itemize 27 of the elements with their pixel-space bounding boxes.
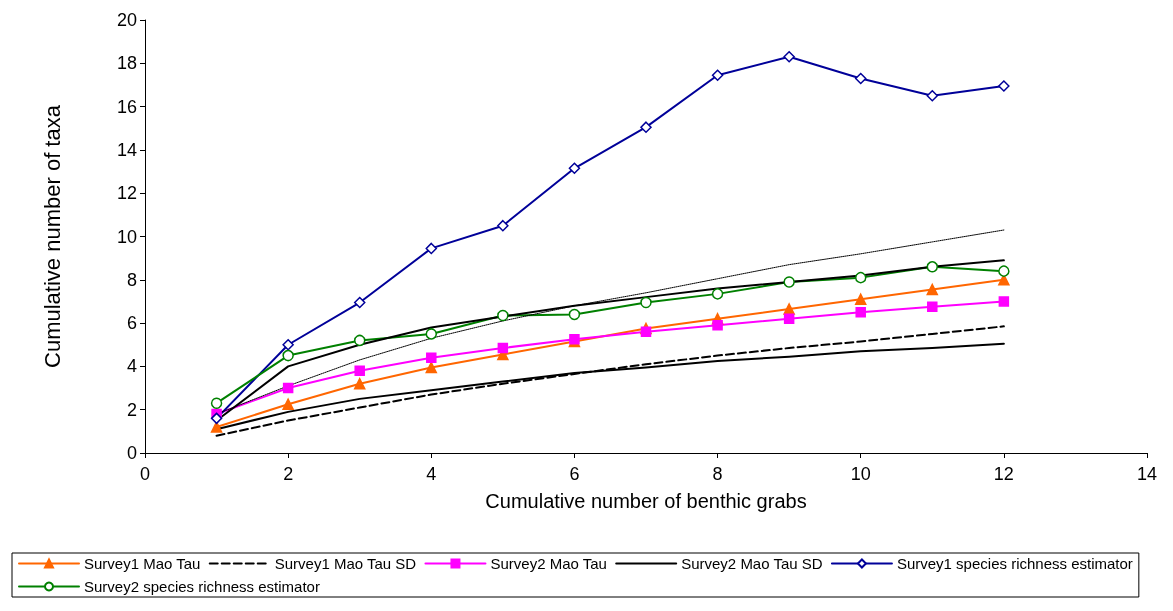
y-tick-label: 16 — [116, 96, 137, 117]
y-axis-title: Cumulative number of taxa — [39, 104, 65, 368]
x-tick-label: 12 — [993, 464, 1014, 484]
y-tick-label: 20 — [116, 10, 137, 30]
y-tick-label: 4 — [126, 356, 137, 377]
x-tick-label: 14 — [1136, 464, 1158, 484]
x-tick-label: 8 — [712, 464, 723, 484]
y-tick-label: 6 — [126, 313, 137, 334]
y-tick-label: 8 — [126, 269, 137, 290]
x-tick-label: 10 — [850, 464, 871, 484]
legend-label: Survey1 Mao Tau SD — [274, 555, 417, 572]
legend-label: Survey2 species richness estimator — [84, 578, 320, 595]
legend-label: Survey2 Mao Tau SD — [681, 555, 823, 572]
y-tick-label: 10 — [116, 226, 137, 247]
y-tick-label: 12 — [116, 183, 137, 204]
legend-label: Survey1 Mao Tau — [84, 555, 201, 572]
x-tick-label: 4 — [426, 464, 437, 484]
y-tick-label: 2 — [126, 399, 137, 420]
legend-label: Survey1 species richness estimator — [896, 555, 1133, 572]
x-tick-label: 2 — [283, 464, 294, 484]
x-tick-label: 0 — [139, 464, 151, 484]
y-tick-label: 14 — [116, 139, 137, 160]
y-tick-label: 0 — [126, 443, 137, 463]
x-tick-label: 6 — [569, 464, 580, 484]
x-axis-title: Cumulative number of benthic grabs — [485, 490, 807, 512]
y-tick-label: 18 — [116, 53, 137, 74]
legend-label: Survey2 Mao Tau — [490, 555, 607, 572]
